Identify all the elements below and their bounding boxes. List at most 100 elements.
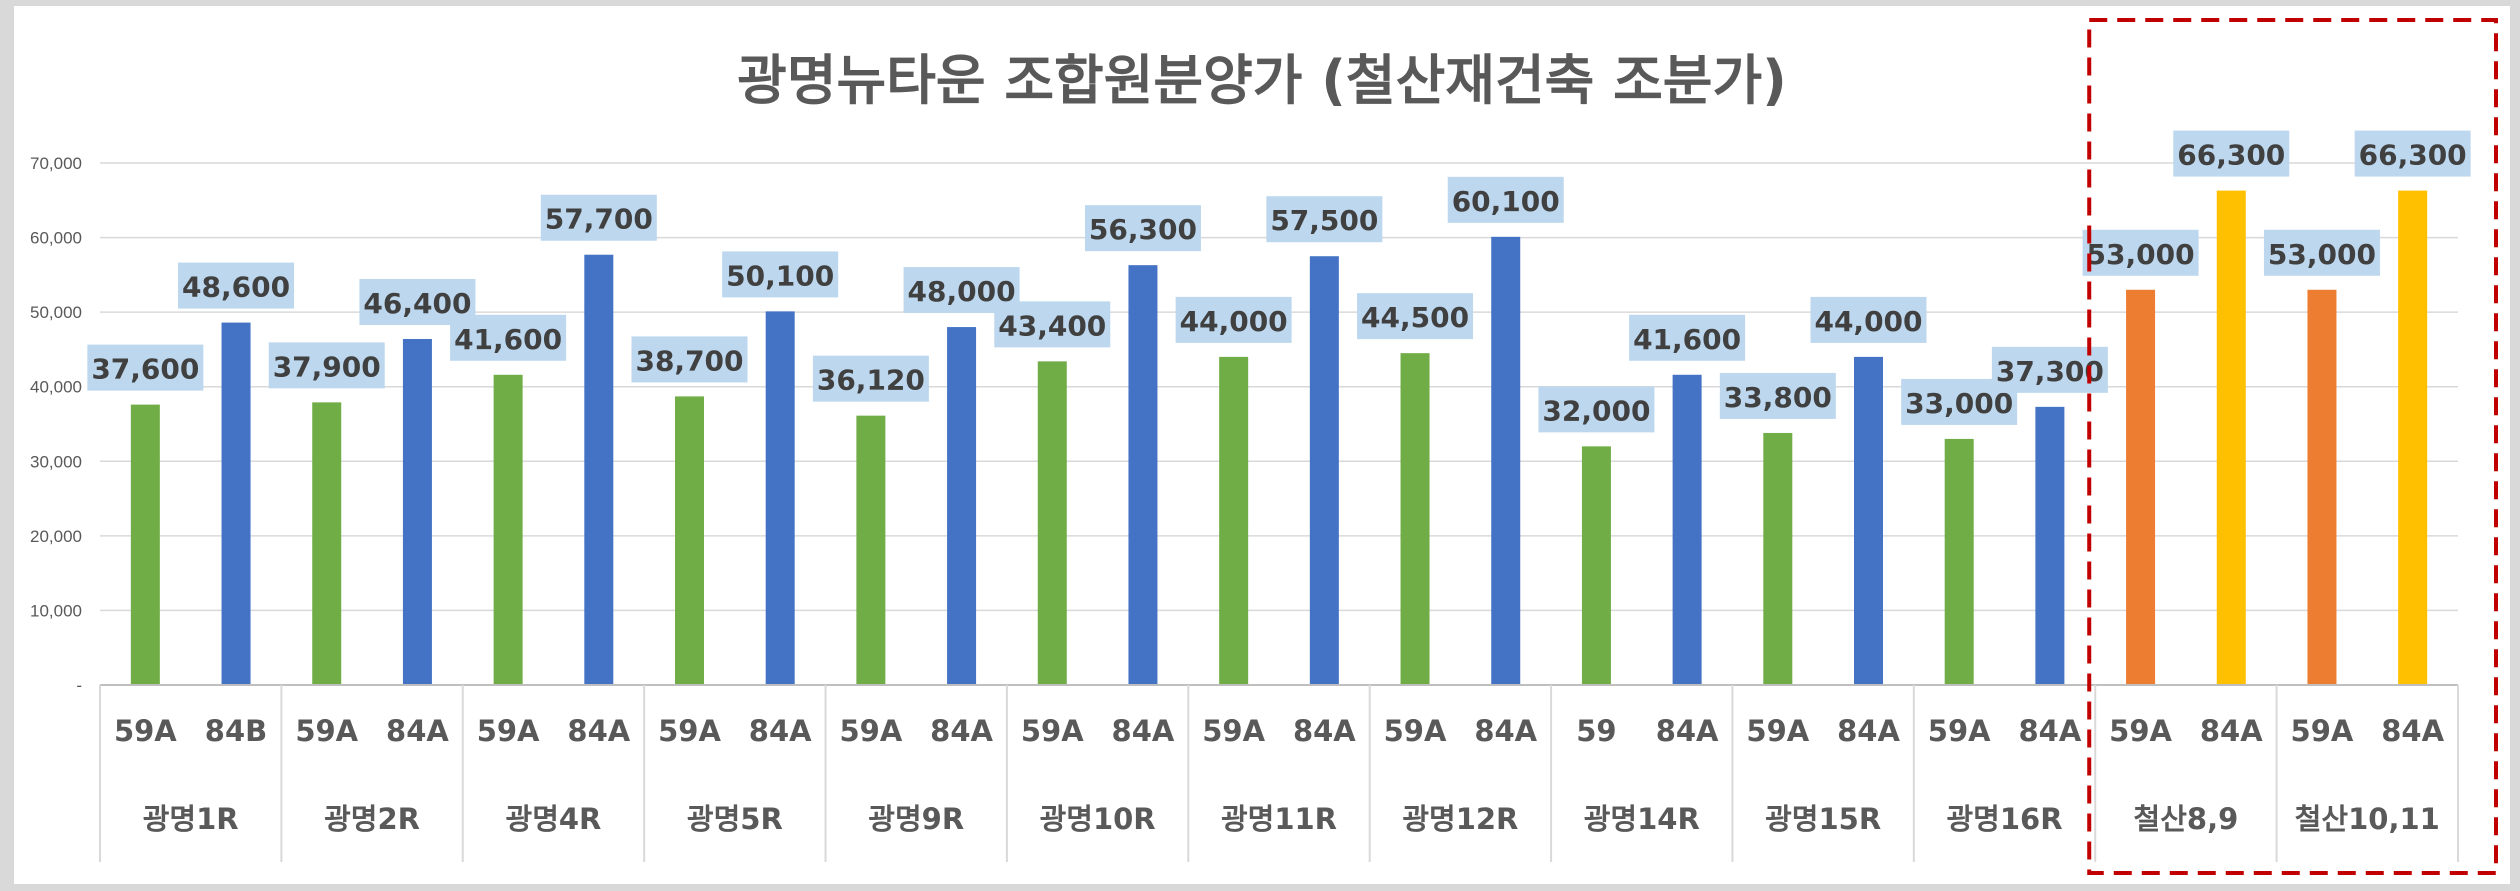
- category-label: 84A: [1112, 714, 1175, 748]
- data-label-box: [1719, 372, 1836, 419]
- data-label: 44,000: [1814, 305, 1922, 338]
- data-label: 50,100: [726, 259, 834, 292]
- category-label: 59A: [1021, 714, 1084, 748]
- x-axis: 59A 84B 광명1R 59A 84A 광명2R 59A 84A 광명4R 59A 84A 광명5R…: [99, 684, 2459, 862]
- data-label: 56,300: [1089, 213, 1197, 246]
- data-label: 37,300: [1996, 355, 2104, 388]
- data-label-box: [178, 262, 295, 309]
- data-label: 57,700: [545, 203, 653, 236]
- bar: [1763, 432, 1793, 685]
- data-label-box: [994, 301, 1111, 348]
- category-label: 59A: [2109, 714, 2172, 748]
- y-tick-label: 40,000: [30, 378, 82, 397]
- bar: [1128, 265, 1158, 685]
- bar: [675, 396, 704, 685]
- bar: [765, 311, 795, 685]
- data-label: 32,000: [1542, 394, 1650, 427]
- group-label: 광명12R: [1402, 802, 1518, 836]
- group-label: 철산8,9: [2134, 802, 2239, 836]
- bar: [856, 415, 886, 685]
- y-tick-label: 10,000: [30, 601, 82, 620]
- data-labels: 37,60048,60037,90046,40041,60057,70038,7…: [87, 130, 2471, 433]
- category-label: 84A: [930, 714, 993, 748]
- category-label: 84A: [567, 714, 630, 748]
- category-label: 84A: [386, 714, 449, 748]
- data-label: 60,100: [1452, 185, 1560, 218]
- data-label-box: [1447, 176, 1564, 223]
- data-label: 36,120: [817, 364, 925, 397]
- bar: [1491, 236, 1521, 685]
- data-label: 41,600: [454, 323, 562, 356]
- category-label: 84A: [1293, 714, 1356, 748]
- data-label-box: [540, 194, 657, 241]
- data-label: 66,300: [2359, 139, 2467, 172]
- group-label: 광명5R: [687, 802, 783, 836]
- data-label: 37,900: [273, 350, 381, 383]
- data-label-box: [2263, 229, 2380, 276]
- bar: [1854, 356, 1883, 685]
- data-label-box: [1629, 314, 1746, 361]
- data-label-box: [268, 342, 385, 389]
- bar: [493, 374, 523, 685]
- data-label: 53,000: [2087, 238, 2195, 271]
- bar: [947, 327, 977, 685]
- data-label-box: [1266, 196, 1383, 243]
- y-tick-label: 60,000: [30, 229, 82, 248]
- group-label: 광명14R: [1584, 802, 1700, 836]
- data-label: 44,500: [1361, 301, 1469, 334]
- data-label-box: [87, 344, 204, 391]
- highlight-box: [2087, 18, 2498, 875]
- bar: [2398, 190, 2428, 685]
- category-label: 84A: [2200, 714, 2263, 748]
- group-label: 광명11R: [1221, 802, 1337, 836]
- data-label-box: [2082, 229, 2199, 276]
- category-label: 59A: [114, 714, 177, 748]
- bar: [312, 402, 342, 685]
- data-label-box: [1175, 296, 1292, 343]
- data-label: 44,000: [1180, 305, 1288, 338]
- y-tick-label: 50,000: [30, 303, 82, 322]
- bar: [130, 404, 160, 685]
- chart-title: 광명뉴타운 조합원분양가 (철산재건축 조분가): [737, 49, 1787, 112]
- y-tick-label: 20,000: [30, 527, 82, 546]
- data-label: 41,600: [1633, 323, 1741, 356]
- category-label: 84B: [205, 714, 267, 748]
- data-label: 53,000: [2268, 238, 2376, 271]
- group-label: 광명15R: [1765, 802, 1881, 836]
- category-label: 84A: [2381, 714, 2444, 748]
- category-label: 84A: [1474, 714, 1537, 748]
- data-label-box: [722, 251, 839, 298]
- data-label: 33,800: [1724, 381, 1832, 414]
- data-label: 48,600: [182, 271, 290, 304]
- bar: [1672, 374, 1702, 685]
- category-label: 59A: [1384, 714, 1447, 748]
- data-label: 57,500: [1270, 204, 1378, 237]
- bar: [2035, 406, 2065, 685]
- bars: [130, 190, 2428, 686]
- y-tick-label: 70,000: [30, 154, 82, 173]
- data-label: 46,400: [363, 287, 471, 320]
- category-label: 84A: [749, 714, 812, 748]
- data-label-box: [1357, 293, 1474, 340]
- category-label: 59A: [839, 714, 902, 748]
- chart-frame: 광명뉴타운 조합원분양가 (철산재건축 조분가) - 10,000 20,000 30…: [14, 6, 2510, 884]
- bar: [1219, 356, 1249, 685]
- data-label-box: [1084, 205, 1201, 252]
- bar-chart: 광명뉴타운 조합원분양가 (철산재건축 조분가) - 10,000 20,000 30…: [30, 18, 2498, 875]
- data-label: 38,700: [635, 344, 743, 377]
- bar: [2126, 289, 2156, 685]
- y-axis: - 10,000 20,000 30,000 40,000 50,000 60,000 70,…: [30, 154, 82, 695]
- bar: [1581, 446, 1611, 685]
- data-label: 66,300: [2177, 139, 2285, 172]
- bar: [2307, 289, 2337, 685]
- group-label: 광명1R: [143, 802, 239, 836]
- group-label: 광명10R: [1040, 802, 1156, 836]
- data-label: 43,400: [998, 309, 1106, 342]
- data-label-box: [812, 355, 929, 402]
- group-label: 광명4R: [506, 802, 602, 836]
- bar: [2216, 190, 2246, 685]
- category-label: 84A: [1656, 714, 1719, 748]
- category-label: 59A: [295, 714, 358, 748]
- group-label: 광명2R: [324, 802, 420, 836]
- data-label-box: [450, 314, 567, 361]
